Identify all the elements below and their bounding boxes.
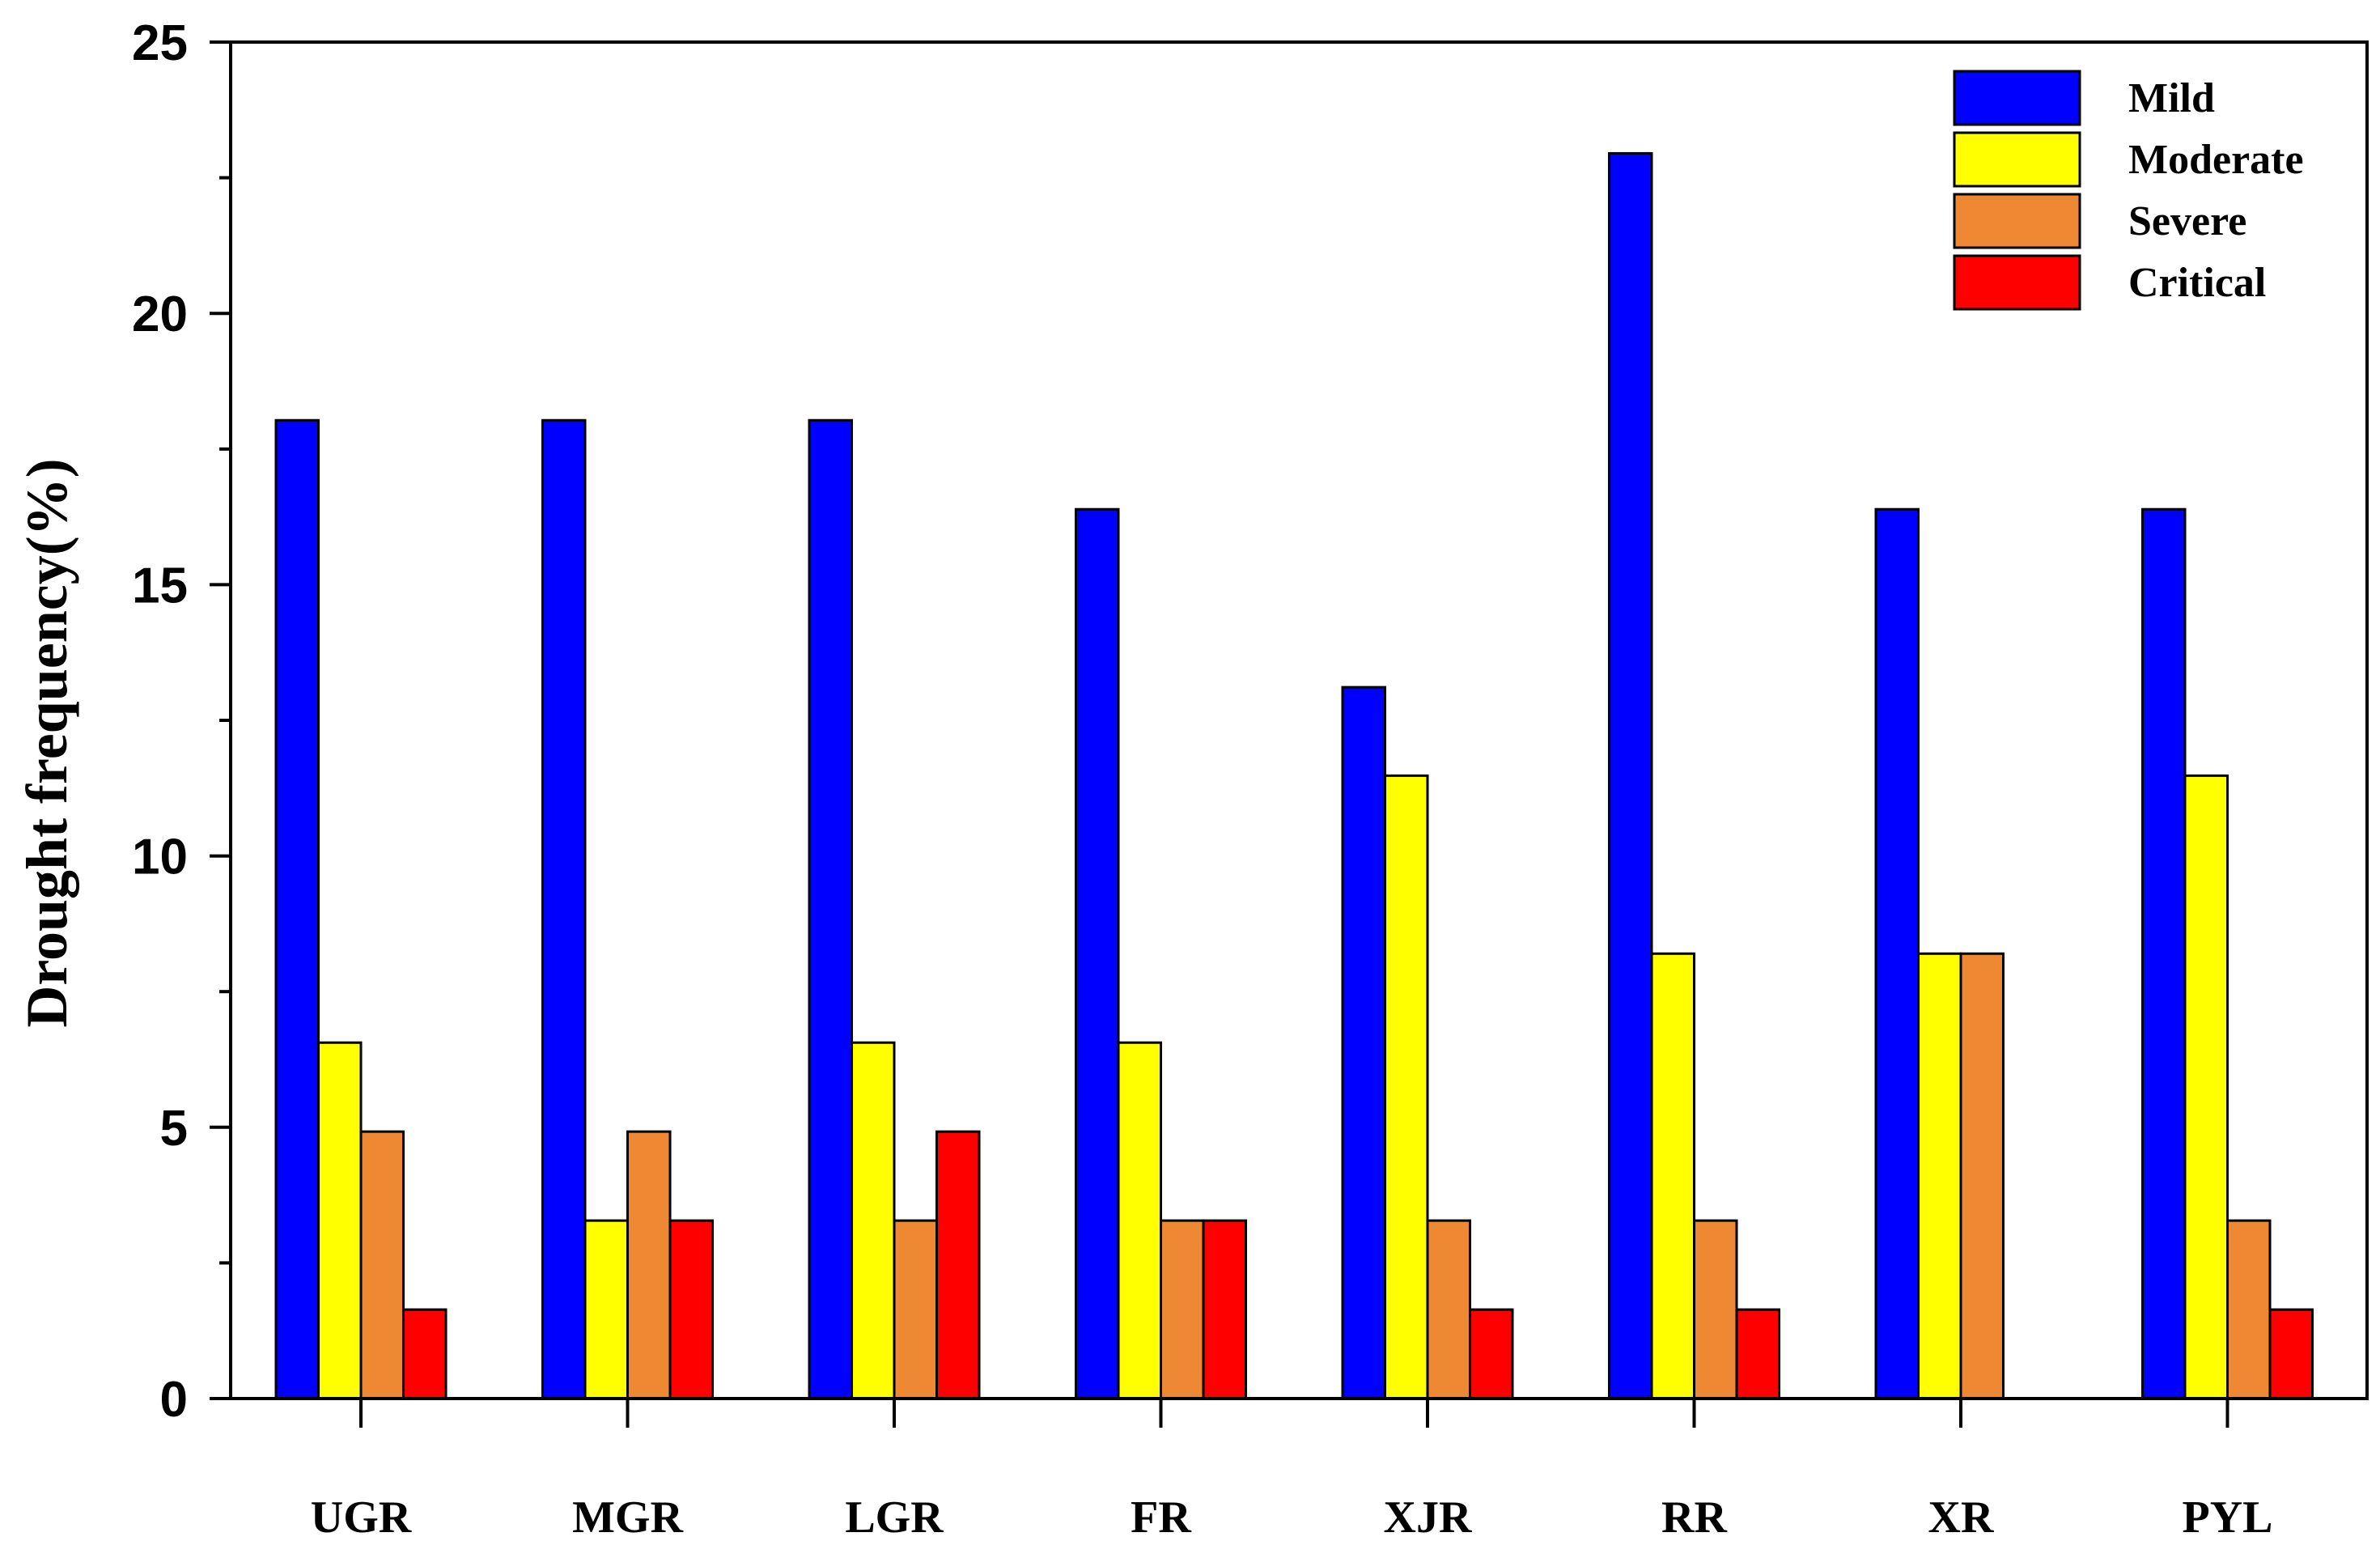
bar-mgr-severe bbox=[626, 1130, 672, 1400]
bar-pyl-mild bbox=[2141, 507, 2187, 1400]
bar-xr-moderate bbox=[1917, 952, 1962, 1400]
bar-lgr-critical bbox=[935, 1130, 981, 1400]
x-tick-label-mgr: MGR bbox=[572, 1492, 683, 1543]
legend-swatch-critical bbox=[1953, 254, 2081, 311]
legend-label-mild: Mild bbox=[2128, 75, 2215, 121]
bar-xjr-severe bbox=[1426, 1219, 1471, 1400]
bar-ugr-moderate bbox=[317, 1041, 363, 1400]
bar-xjr-critical bbox=[1469, 1308, 1514, 1400]
x-tick-label-fr: FR bbox=[1131, 1492, 1191, 1543]
legend-swatch-severe bbox=[1953, 193, 2081, 249]
bar-rr-severe bbox=[1693, 1219, 1738, 1400]
y-tick-label: 15 bbox=[132, 558, 188, 613]
bar-pyl-critical bbox=[2268, 1308, 2314, 1400]
bar-rr-critical bbox=[1735, 1308, 1780, 1400]
bar-rr-mild bbox=[1608, 151, 1653, 1400]
bar-mgr-critical bbox=[668, 1219, 714, 1400]
x-tick-label-xr: XR bbox=[1928, 1492, 1994, 1543]
axes-layer: 0 5 10 15 20 25 UGR MGR LGR FR XJR RR XR PYL bbox=[132, 15, 2369, 1543]
bar-fr-critical bbox=[1202, 1219, 1247, 1400]
y-tick-label: 20 bbox=[132, 287, 188, 342]
bar-fr-severe bbox=[1160, 1219, 1205, 1400]
legend-label-severe: Severe bbox=[2128, 198, 2246, 244]
bar-ugr-critical bbox=[402, 1308, 448, 1400]
bars-layer bbox=[274, 151, 2314, 1400]
x-tick-label-xjr: XJR bbox=[1384, 1492, 1472, 1543]
legend-swatch-moderate bbox=[1953, 131, 2081, 188]
x-tick-label-ugr: UGR bbox=[311, 1492, 412, 1543]
bar-lgr-mild bbox=[808, 418, 853, 1400]
y-tick-label: 5 bbox=[160, 1101, 188, 1157]
bar-mgr-moderate bbox=[583, 1219, 629, 1400]
bar-rr-moderate bbox=[1650, 952, 1695, 1400]
legend-swatch-mild bbox=[1953, 70, 2081, 126]
x-tick-label-rr: RR bbox=[1661, 1492, 1727, 1543]
bar-lgr-moderate bbox=[851, 1041, 896, 1400]
legend-label-moderate: Moderate bbox=[2128, 137, 2304, 183]
bar-xjr-moderate bbox=[1384, 774, 1429, 1400]
bar-xr-severe bbox=[1959, 952, 2005, 1400]
bar-fr-moderate bbox=[1117, 1041, 1162, 1400]
bar-ugr-severe bbox=[359, 1130, 405, 1400]
y-tick-label: 10 bbox=[132, 830, 188, 885]
y-tick-label: 0 bbox=[160, 1372, 188, 1428]
x-tick-label-pyl: PYL bbox=[2183, 1492, 2273, 1543]
bar-xjr-mild bbox=[1341, 686, 1386, 1400]
legend-label-critical: Critical bbox=[2128, 260, 2266, 306]
y-tick-label: 25 bbox=[132, 15, 188, 71]
x-tick-label-lgr: LGR bbox=[845, 1492, 944, 1543]
bar-fr-mild bbox=[1075, 507, 1120, 1400]
bar-xr-mild bbox=[1874, 507, 1920, 1400]
bar-pyl-severe bbox=[2226, 1219, 2272, 1400]
legend: Mild Moderate Severe Critical bbox=[1953, 70, 2304, 311]
bar-mgr-mild bbox=[541, 418, 587, 1400]
bar-pyl-moderate bbox=[2183, 774, 2229, 1400]
bar-ugr-mild bbox=[274, 418, 320, 1400]
y-axis-title: Drought frequency(%) bbox=[15, 458, 79, 1027]
bar-lgr-severe bbox=[893, 1219, 938, 1400]
